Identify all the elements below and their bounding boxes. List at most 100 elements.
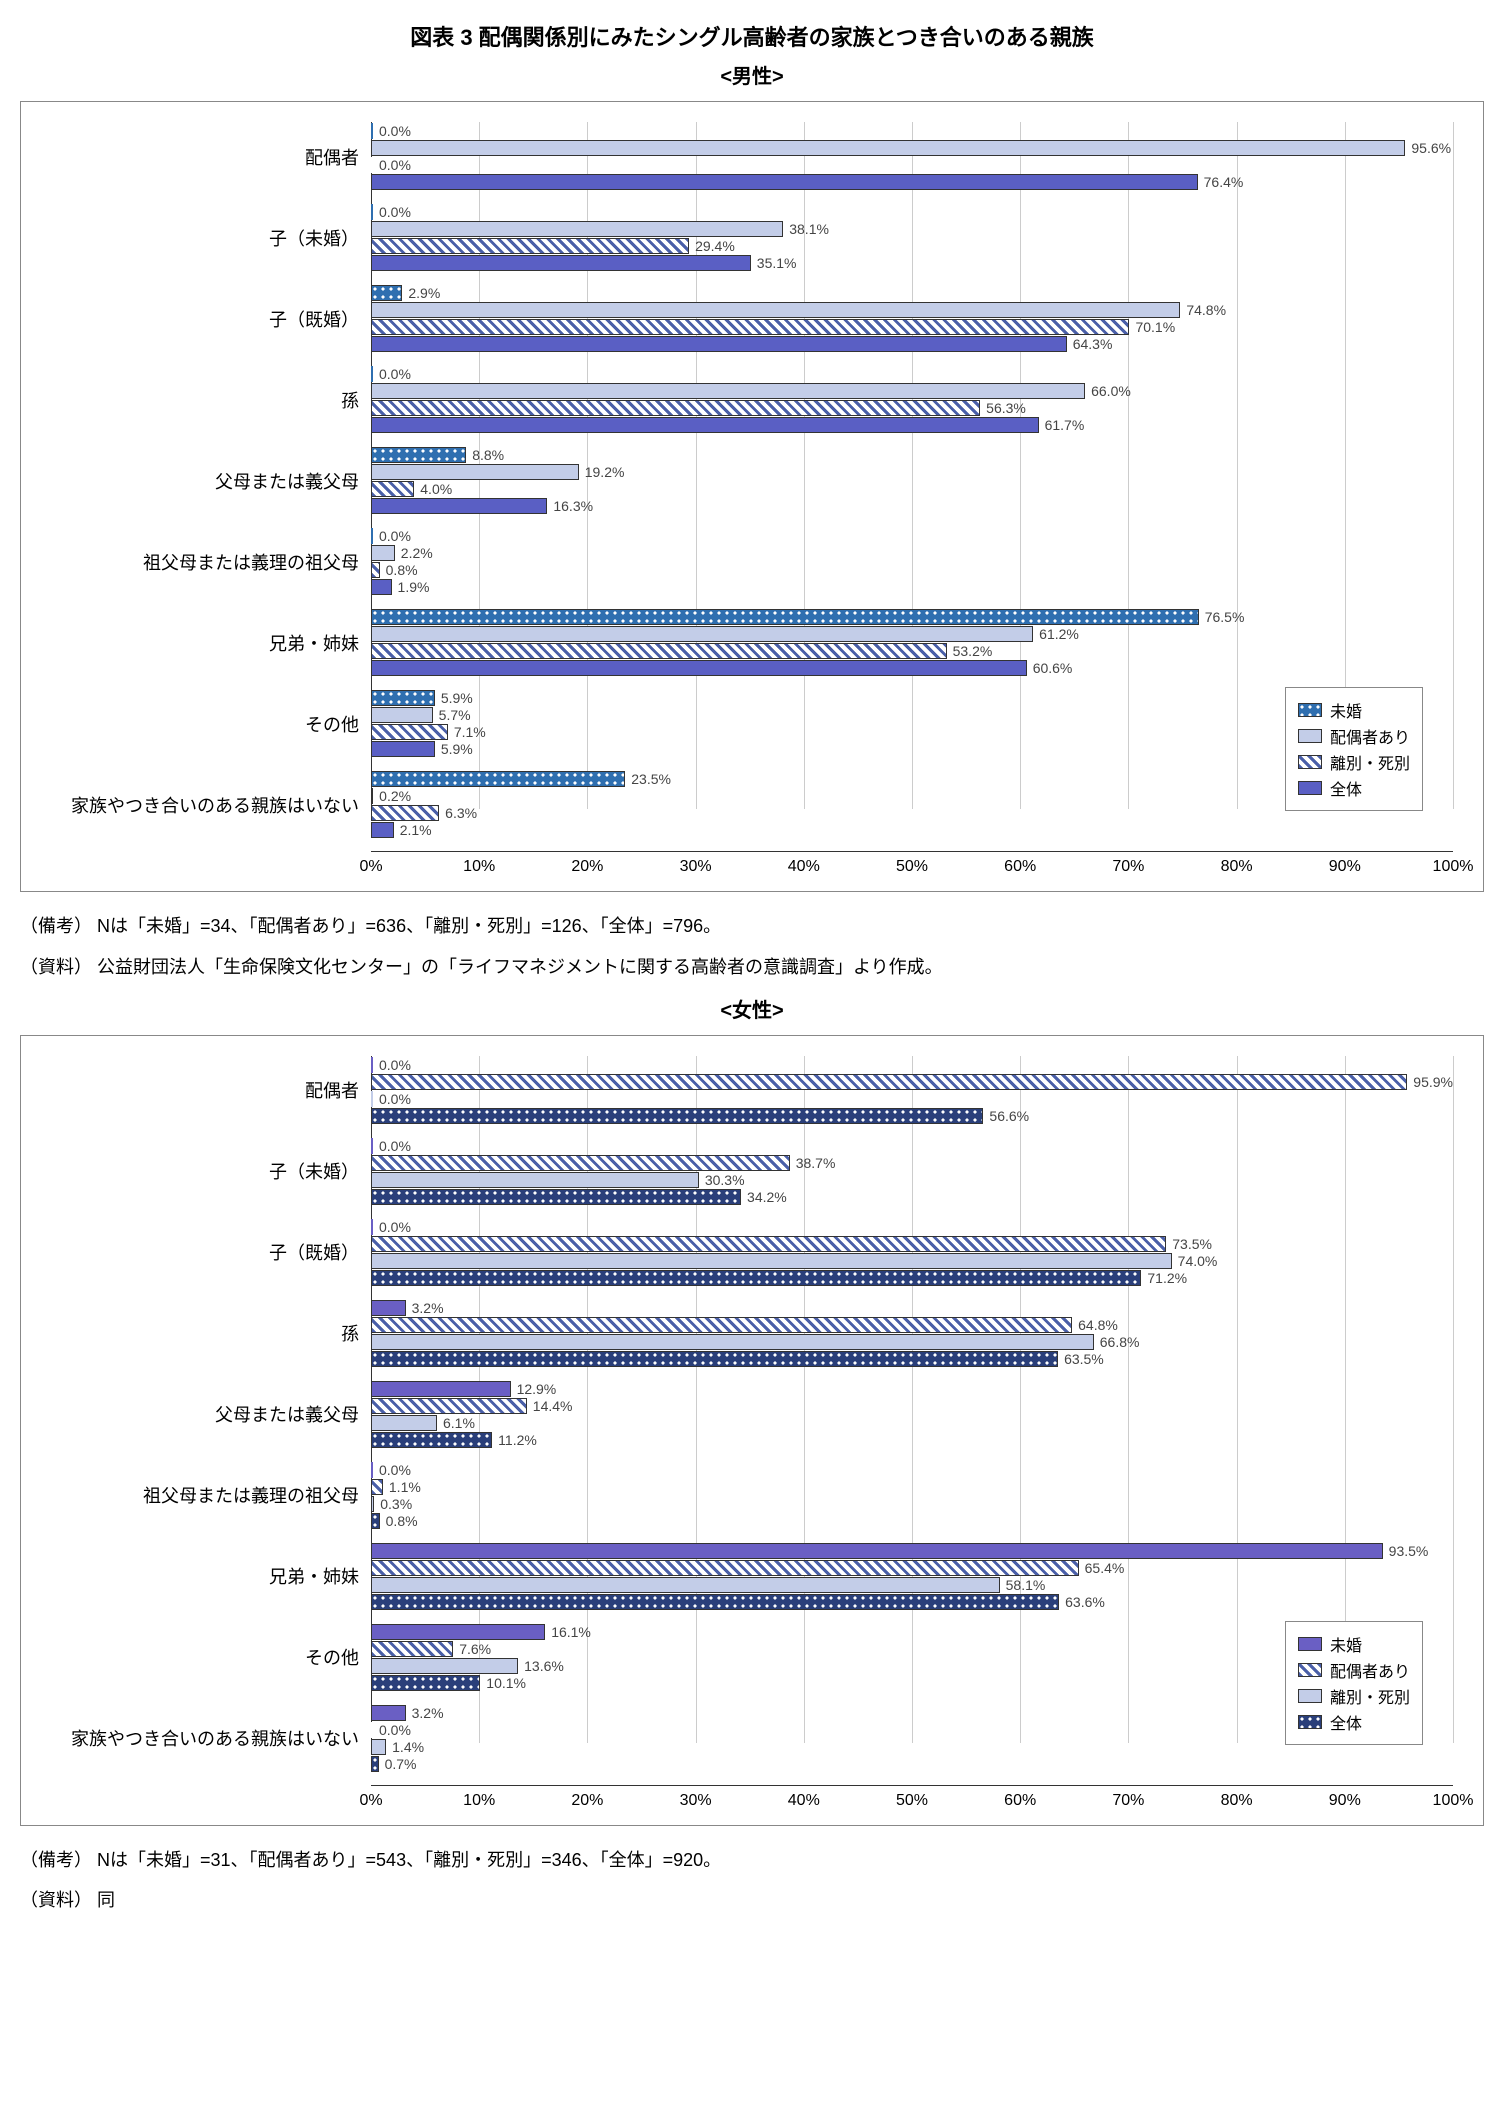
bar [371,1300,406,1316]
bar-group: 93.5%65.4%58.1%63.6% [371,1542,1453,1611]
bar-value-label: 16.3% [553,498,593,514]
male-note-1: （備考） Nは「未婚」=34、「配偶者あり」=636、「離別・死別」=126、「… [20,912,1484,941]
bar [371,383,1085,399]
legend-item: 全体 [1298,1710,1410,1734]
bar-value-label: 8.8% [472,447,504,463]
bar [371,302,1180,318]
bar [371,660,1027,676]
bar-group: 3.2%64.8%66.8%63.5% [371,1299,1453,1368]
bar-value-label: 11.2% [498,1432,537,1448]
bar-value-label: 2.1% [400,822,432,838]
legend-swatch [1298,1663,1322,1677]
bar-row: 0.8% [371,1513,1453,1529]
bar-row: 0.0% [371,1091,1453,1107]
bar-row: 0.0% [371,1462,1453,1478]
bar [371,1317,1072,1333]
bar-value-label: 0.2% [379,788,411,804]
bar-value-label: 0.8% [386,1513,418,1529]
bar-row: 0.7% [371,1756,1453,1772]
bar-row: 60.6% [371,660,1453,676]
bar-value-label: 61.2% [1039,626,1079,642]
category-label: 兄弟・姉妹 [51,1542,371,1611]
female-note-1: （備考） Nは「未婚」=31、「配偶者あり」=543、「離別・死別」=346、「… [20,1846,1484,1875]
legend-item: 全体 [1298,776,1410,800]
bar [371,1462,373,1478]
bar-value-label: 76.5% [1205,609,1245,625]
bar-row: 74.0% [371,1253,1453,1269]
bar [371,1513,380,1529]
bar [371,1577,1000,1593]
bar-value-label: 38.7% [796,1155,836,1171]
bar [371,1074,1407,1090]
bar [371,1415,437,1431]
bar-group: 12.9%14.4%6.1%11.2% [371,1380,1453,1449]
bar-row: 70.1% [371,319,1453,335]
category-row: 孫3.2%64.8%66.8%63.5% [51,1299,1453,1368]
bar-group: 0.0%1.1%0.3%0.8% [371,1461,1453,1530]
bar [371,643,947,659]
bar [371,366,373,382]
bar-value-label: 70.1% [1135,319,1175,335]
bar [371,204,373,220]
bar-value-label: 30.3% [705,1172,745,1188]
category-label: 家族やつき合いのある親族はいない [51,1704,371,1773]
bar [371,528,373,544]
bar-row: 58.1% [371,1577,1453,1593]
bar-value-label: 12.9% [517,1381,557,1397]
bar-value-label: 64.8% [1078,1317,1118,1333]
bar-value-label: 66.0% [1091,383,1131,399]
bar-value-label: 35.1% [757,255,797,271]
bar-row: 38.7% [371,1155,1453,1171]
x-tick: 60% [1004,858,1036,876]
bar [371,417,1039,433]
bar-value-label: 0.8% [386,562,418,578]
bar-value-label: 56.3% [986,400,1026,416]
bar [371,464,579,480]
bar-row: 3.2% [371,1300,1453,1316]
bar [371,1560,1079,1576]
bar [371,255,751,271]
legend-item: 配偶者あり [1298,1658,1410,1682]
x-tick: 90% [1329,858,1361,876]
bar [371,1057,373,1073]
bar-value-label: 0.0% [379,1057,411,1073]
bar-row: 74.8% [371,302,1453,318]
bar-row: 63.6% [371,1594,1453,1610]
bar-row: 63.5% [371,1351,1453,1367]
bar-value-label: 0.0% [379,1462,411,1478]
bar [371,174,1198,190]
bar-value-label: 4.0% [420,481,452,497]
bar-row: 0.0% [371,1138,1453,1154]
male-chart: 配偶者0.0%95.6%0.0%76.4%子（未婚）0.0%38.1%29.4%… [20,101,1484,892]
bar [371,157,373,173]
bar-value-label: 60.6% [1033,660,1073,676]
bar [371,626,1033,642]
bar [371,1543,1383,1559]
x-axis: 0%10%20%30%40%50%60%70%80%90%100% [371,1785,1453,1815]
bar-group: 0.0%95.9%0.0%56.6% [371,1056,1453,1125]
bar-value-label: 0.3% [380,1496,412,1512]
bar [371,221,783,237]
bar-row: 0.0% [371,123,1453,139]
category-row: その他16.1%7.6%13.6%10.1% [51,1623,1453,1692]
bar [371,140,1405,156]
bar-row: 56.3% [371,400,1453,416]
bar-value-label: 95.6% [1411,140,1451,156]
bar [371,1381,511,1397]
category-label: 家族やつき合いのある親族はいない [51,770,371,839]
x-tick: 100% [1433,858,1474,876]
bar-value-label: 1.4% [392,1739,424,1755]
bar-row: 38.1% [371,221,1453,237]
legend-swatch [1298,703,1322,717]
category-label: 孫 [51,365,371,434]
x-tick: 40% [788,1792,820,1810]
bar-value-label: 34.2% [747,1189,787,1205]
bar-row: 95.9% [371,1074,1453,1090]
bar-group: 2.9%74.8%70.1%64.3% [371,284,1453,353]
bar-value-label: 1.9% [398,579,430,595]
bar-value-label: 5.9% [441,741,473,757]
bar-value-label: 19.2% [585,464,625,480]
bar-row: 0.0% [371,204,1453,220]
x-tick: 70% [1112,1792,1144,1810]
category-label: その他 [51,689,371,758]
